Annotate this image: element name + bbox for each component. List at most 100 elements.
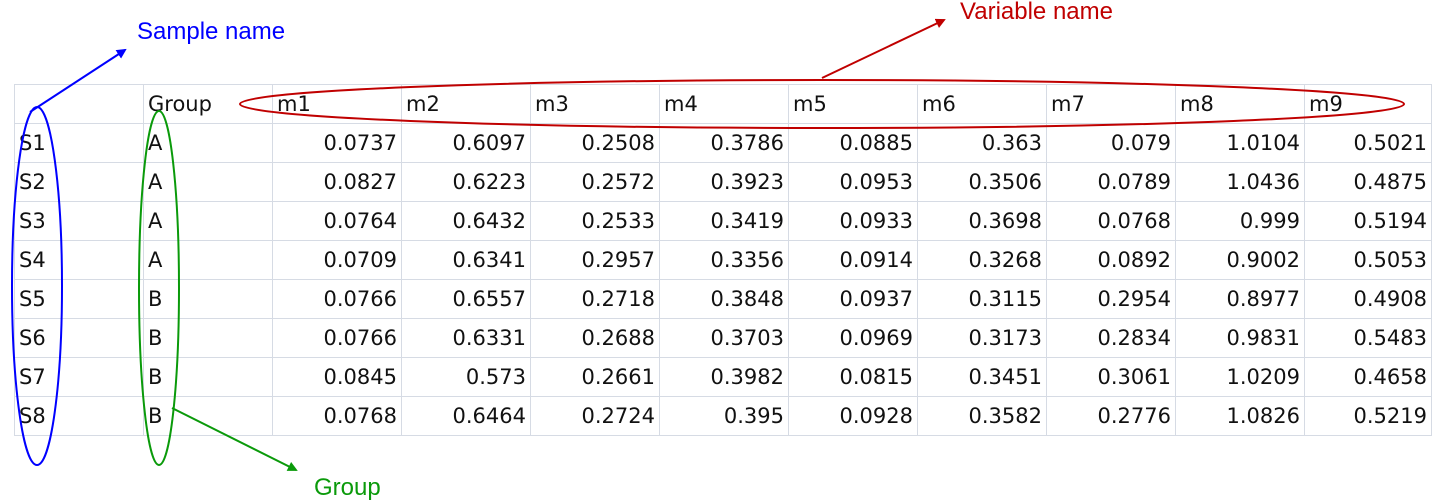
variable-header-m2[interactable]: m2	[401, 84, 531, 124]
sample-name-cell[interactable]: S2	[14, 162, 144, 202]
value-cell[interactable]: 0.3268	[917, 240, 1047, 280]
value-cell[interactable]: 0.5053	[1304, 240, 1432, 280]
value-cell[interactable]: 0.3703	[659, 318, 789, 358]
value-cell[interactable]: 0.0827	[272, 162, 402, 202]
group-cell[interactable]: A	[143, 162, 273, 202]
value-cell[interactable]: 0.6331	[401, 318, 531, 358]
value-cell[interactable]: 0.0768	[272, 396, 402, 436]
value-cell[interactable]: 0.0766	[272, 318, 402, 358]
value-cell[interactable]: 1.0209	[1175, 357, 1305, 397]
value-cell[interactable]: 0.3582	[917, 396, 1047, 436]
value-cell[interactable]: 0.6432	[401, 201, 531, 241]
value-cell[interactable]: 0.4875	[1304, 162, 1432, 202]
group-cell[interactable]: B	[143, 279, 273, 319]
value-cell[interactable]: 0.999	[1175, 201, 1305, 241]
value-cell[interactable]: 0.0768	[1046, 201, 1176, 241]
value-cell[interactable]: 0.5483	[1304, 318, 1432, 358]
variable-header-m6[interactable]: m6	[917, 84, 1047, 124]
value-cell[interactable]: 0.0815	[788, 357, 918, 397]
value-cell[interactable]: 0.0885	[788, 123, 918, 163]
value-cell[interactable]: 0.3419	[659, 201, 789, 241]
value-cell[interactable]: 0.2572	[530, 162, 660, 202]
value-cell[interactable]: 0.3786	[659, 123, 789, 163]
value-cell[interactable]: 0.5194	[1304, 201, 1432, 241]
value-cell[interactable]: 0.2954	[1046, 279, 1176, 319]
value-cell[interactable]: 0.3506	[917, 162, 1047, 202]
sample-name-cell[interactable]: S5	[14, 279, 144, 319]
group-cell[interactable]: B	[143, 357, 273, 397]
value-cell[interactable]: 0.3848	[659, 279, 789, 319]
value-cell[interactable]: 0.0737	[272, 123, 402, 163]
value-cell[interactable]: 0.363	[917, 123, 1047, 163]
sample-name-cell[interactable]: S1	[14, 123, 144, 163]
variable-header-m5[interactable]: m5	[788, 84, 918, 124]
group-column-header[interactable]: Group	[143, 84, 273, 124]
sample-name-cell[interactable]: S7	[14, 357, 144, 397]
value-cell[interactable]: 0.9002	[1175, 240, 1305, 280]
value-cell[interactable]: 0.2957	[530, 240, 660, 280]
value-cell[interactable]: 0.5219	[1304, 396, 1432, 436]
value-cell[interactable]: 0.2724	[530, 396, 660, 436]
value-cell[interactable]: 1.0826	[1175, 396, 1305, 436]
value-cell[interactable]: 0.6464	[401, 396, 531, 436]
value-cell[interactable]: 0.0953	[788, 162, 918, 202]
value-cell[interactable]: 0.6557	[401, 279, 531, 319]
value-cell[interactable]: 0.3982	[659, 357, 789, 397]
value-cell[interactable]: 0.2661	[530, 357, 660, 397]
value-cell[interactable]: 0.2508	[530, 123, 660, 163]
group-cell[interactable]: A	[143, 201, 273, 241]
value-cell[interactable]: 0.0914	[788, 240, 918, 280]
value-cell[interactable]: 0.4658	[1304, 357, 1432, 397]
value-cell[interactable]: 0.0764	[272, 201, 402, 241]
value-cell[interactable]: 0.573	[401, 357, 531, 397]
value-cell[interactable]: 0.2718	[530, 279, 660, 319]
sample-name-cell[interactable]: S4	[14, 240, 144, 280]
sample-name-cell[interactable]: S3	[14, 201, 144, 241]
value-cell[interactable]: 0.3923	[659, 162, 789, 202]
group-cell[interactable]: A	[143, 240, 273, 280]
value-cell[interactable]: 1.0104	[1175, 123, 1305, 163]
value-cell[interactable]: 0.8977	[1175, 279, 1305, 319]
variable-header-m8[interactable]: m8	[1175, 84, 1305, 124]
value-cell[interactable]: 0.0845	[272, 357, 402, 397]
value-cell[interactable]: 0.0928	[788, 396, 918, 436]
value-cell[interactable]: 0.0969	[788, 318, 918, 358]
table-row: S7 B 0.0845 0.573 0.2661 0.3982 0.0815 0.3451 0.…	[14, 357, 1432, 397]
value-cell[interactable]: 0.5021	[1304, 123, 1432, 163]
value-cell[interactable]: 0.3061	[1046, 357, 1176, 397]
variable-header-m7[interactable]: m7	[1046, 84, 1176, 124]
group-cell[interactable]: A	[143, 123, 273, 163]
value-cell[interactable]: 1.0436	[1175, 162, 1305, 202]
value-cell[interactable]: 0.2776	[1046, 396, 1176, 436]
value-cell[interactable]: 0.4908	[1304, 279, 1432, 319]
value-cell[interactable]: 0.0709	[272, 240, 402, 280]
sample-name-cell[interactable]: S6	[14, 318, 144, 358]
value-cell[interactable]: 0.0789	[1046, 162, 1176, 202]
value-cell[interactable]: 0.395	[659, 396, 789, 436]
value-cell[interactable]: 0.2834	[1046, 318, 1176, 358]
value-cell[interactable]: 0.0937	[788, 279, 918, 319]
group-cell[interactable]: B	[143, 396, 273, 436]
value-cell[interactable]: 0.6223	[401, 162, 531, 202]
value-cell[interactable]: 0.3115	[917, 279, 1047, 319]
value-cell[interactable]: 0.3356	[659, 240, 789, 280]
value-cell[interactable]: 0.9831	[1175, 318, 1305, 358]
value-cell[interactable]: 0.3173	[917, 318, 1047, 358]
value-cell[interactable]: 0.079	[1046, 123, 1176, 163]
corner-cell[interactable]	[14, 84, 144, 124]
value-cell[interactable]: 0.2688	[530, 318, 660, 358]
sample-name-cell[interactable]: S8	[14, 396, 144, 436]
value-cell[interactable]: 0.2533	[530, 201, 660, 241]
variable-header-m9[interactable]: m9	[1304, 84, 1432, 124]
value-cell[interactable]: 0.6097	[401, 123, 531, 163]
variable-header-m4[interactable]: m4	[659, 84, 789, 124]
value-cell[interactable]: 0.0892	[1046, 240, 1176, 280]
value-cell[interactable]: 0.0766	[272, 279, 402, 319]
group-cell[interactable]: B	[143, 318, 273, 358]
value-cell[interactable]: 0.3451	[917, 357, 1047, 397]
value-cell[interactable]: 0.6341	[401, 240, 531, 280]
variable-header-m3[interactable]: m3	[530, 84, 660, 124]
variable-header-m1[interactable]: m1	[272, 84, 402, 124]
value-cell[interactable]: 0.3698	[917, 201, 1047, 241]
value-cell[interactable]: 0.0933	[788, 201, 918, 241]
